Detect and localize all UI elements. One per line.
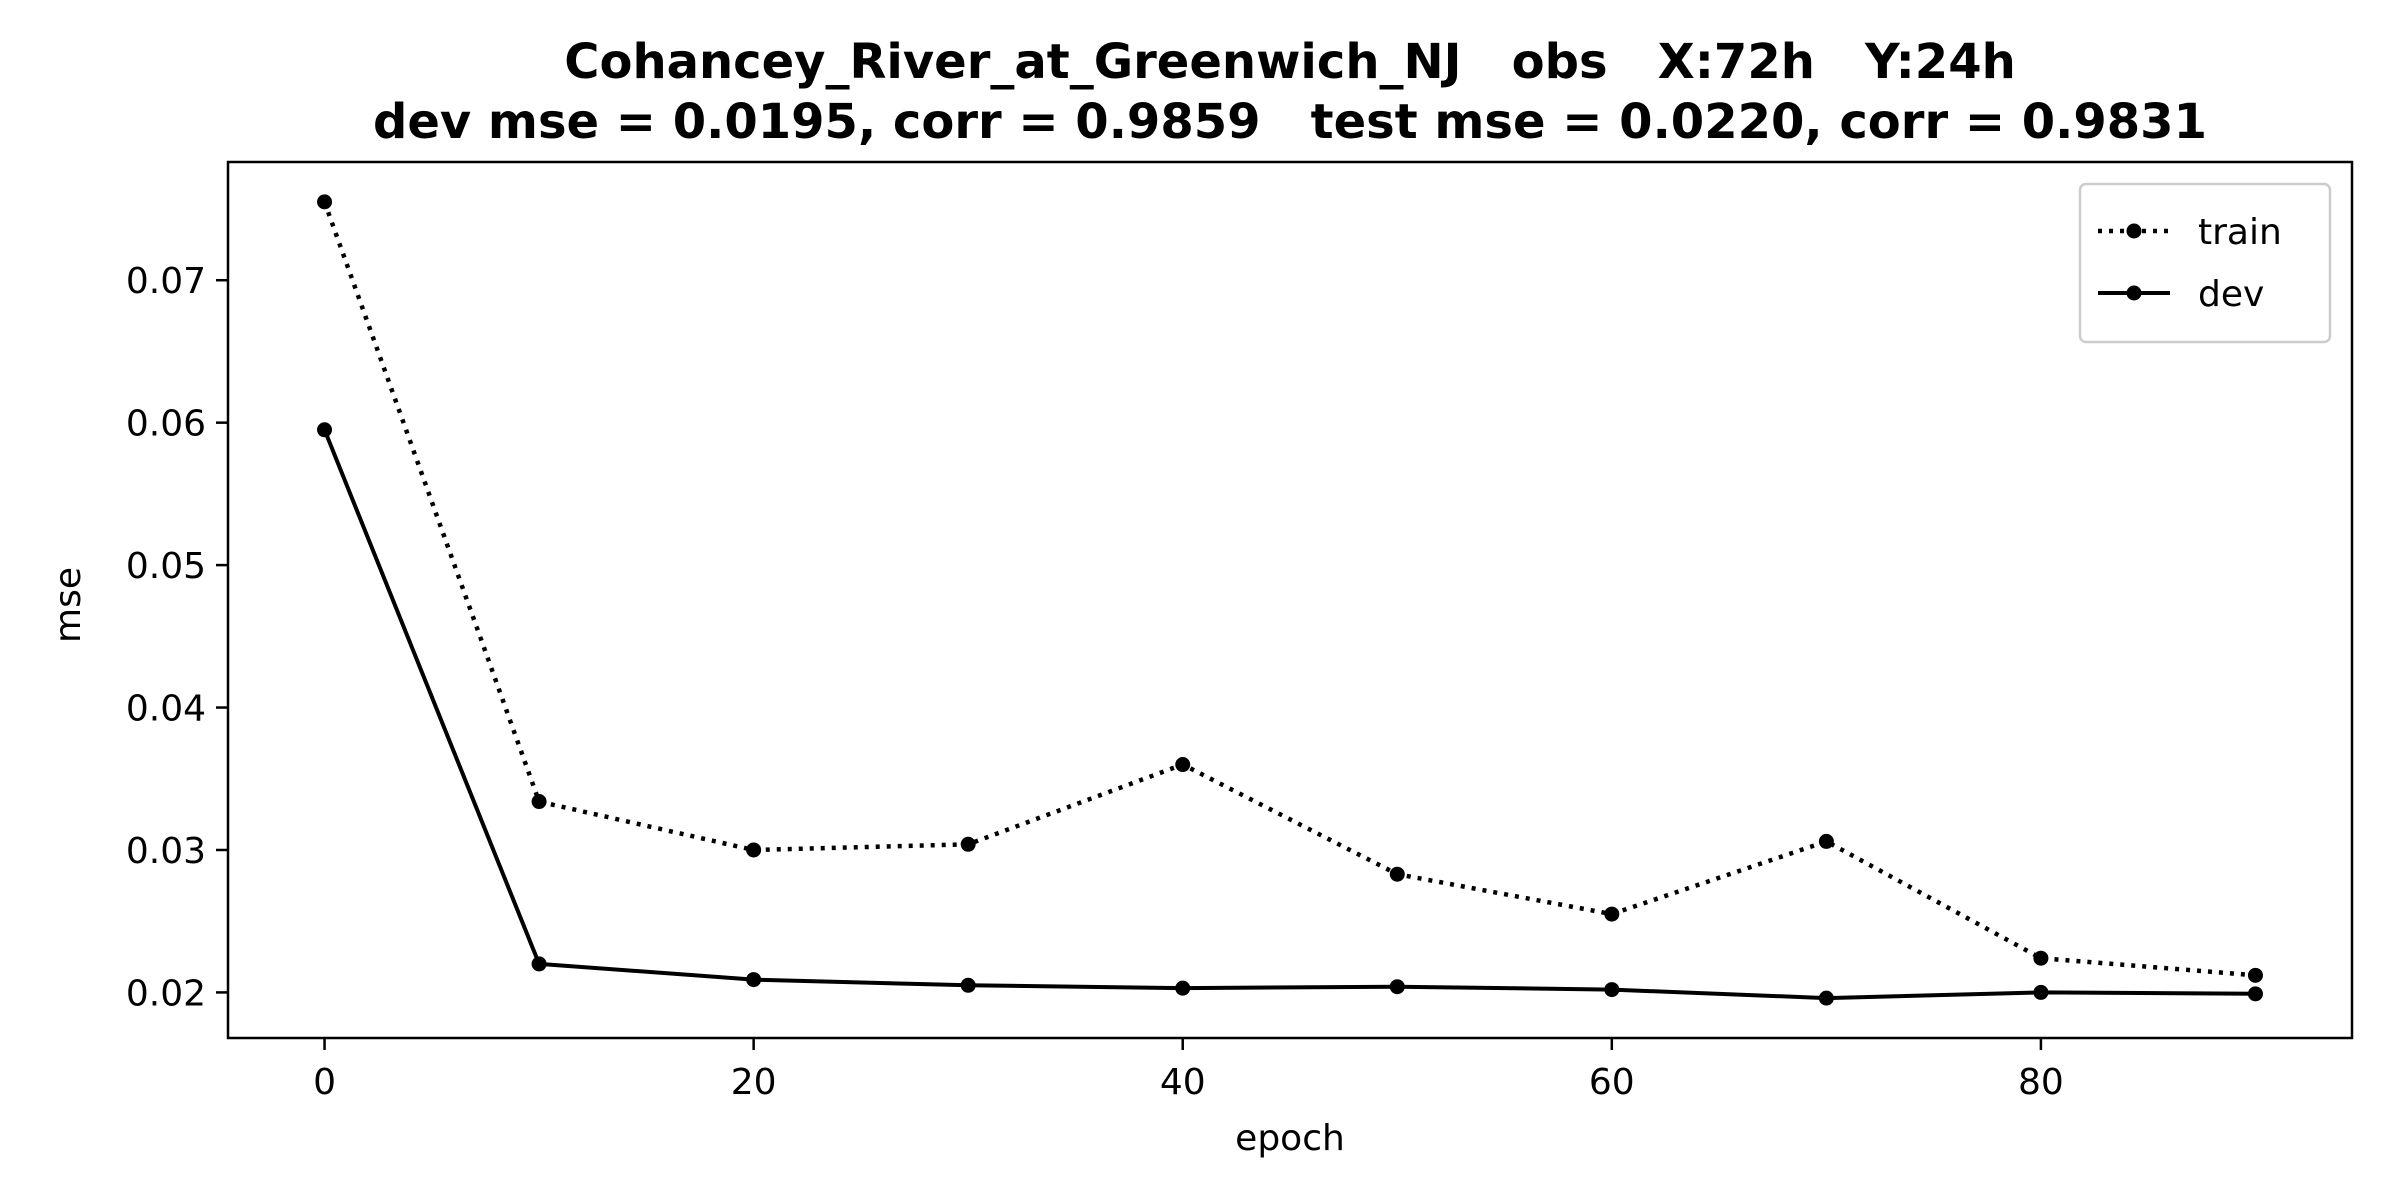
y-axis-label: mse	[48, 567, 89, 643]
data-point-dev	[2033, 984, 2049, 1000]
legend-marker-train	[2126, 223, 2142, 239]
y-tick-label: 0.05	[126, 546, 206, 587]
legend-marker-dev	[2126, 285, 2142, 301]
legend-label-dev: dev	[2198, 274, 2264, 315]
series-line-train	[322, 201, 2256, 978]
x-tick-label: 80	[2018, 1062, 2064, 1103]
legend-label-train: train	[2198, 212, 2282, 253]
data-point-train	[317, 194, 333, 210]
y-tick-label: 0.07	[126, 261, 206, 302]
y-tick-label: 0.06	[126, 404, 206, 445]
chart-title: Cohancey_River_at_Greenwich_NJ obs X:72h…	[564, 34, 2016, 90]
x-tick-label: 40	[1160, 1062, 1206, 1103]
data-point-train	[1175, 757, 1191, 773]
series-line-dev	[322, 429, 2256, 1001]
legend-box	[2078, 182, 2332, 344]
x-tick-label: 0	[313, 1062, 336, 1103]
data-point-train	[2247, 967, 2263, 983]
x-tick-label: 60	[1589, 1062, 1635, 1103]
data-point-train	[1604, 906, 1620, 922]
plot-frame	[226, 160, 2354, 1040]
data-point-dev	[1175, 980, 1191, 996]
y-tick-label: 0.02	[126, 973, 206, 1014]
data-point-dev	[1604, 982, 1620, 998]
data-point-train	[746, 842, 762, 858]
data-point-dev	[960, 977, 976, 993]
data-point-train	[531, 794, 547, 810]
data-point-dev	[531, 956, 547, 972]
data-point-dev	[1818, 990, 1834, 1006]
plot-area: 0 20 40 60 80 0.02 0.03 0.04 0.05 0.06 0.07	[126, 160, 2354, 1103]
legend: train dev	[2078, 182, 2332, 344]
x-tick-label: 20	[731, 1062, 777, 1103]
chart-subtitle: dev mse = 0.0195, corr = 0.9859 test mse…	[373, 94, 2207, 150]
data-point-train	[2033, 950, 2049, 966]
data-point-train	[1389, 866, 1405, 882]
y-tick-label: 0.03	[126, 831, 206, 872]
data-point-train	[1818, 833, 1834, 849]
data-point-train	[960, 836, 976, 852]
data-point-dev	[746, 972, 762, 988]
x-axis-label: epoch	[1235, 1118, 1345, 1159]
data-point-dev	[317, 422, 333, 438]
data-point-dev	[1389, 979, 1405, 995]
y-tick-label: 0.04	[126, 689, 206, 730]
data-point-dev	[2247, 986, 2263, 1002]
